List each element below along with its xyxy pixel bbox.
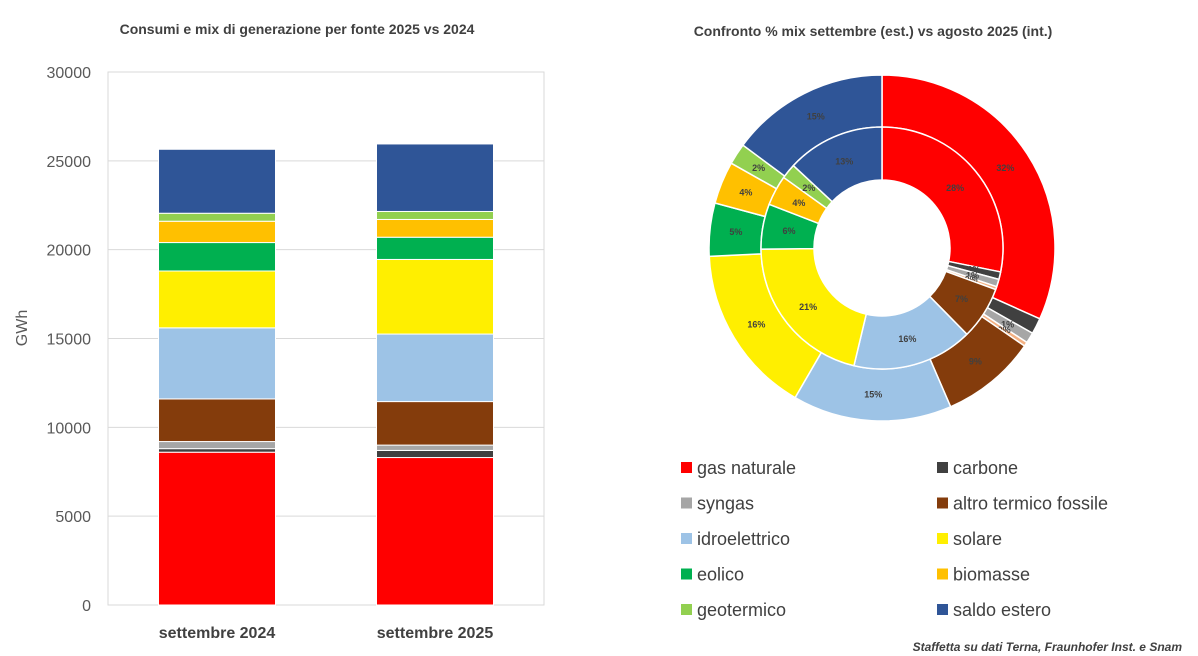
donut-percent-label: 5% [729,227,742,237]
bar-segment-carbone [376,449,494,459]
donut-percent-label: 15% [807,112,825,122]
legend-label-altro-termico-fossile: altro termico fossile [953,494,1108,514]
donut-percent-label: 9% [969,357,982,367]
bar-segment-solare [158,270,276,329]
legend: gas naturale carbone syngas altro termico f… [681,458,1108,620]
donut-percent-label: 16% [747,319,765,329]
donut-percent-label: 16% [898,334,916,344]
donut-percent-label: 1% [966,270,979,280]
legend-label-geotermico: geotermico [697,600,786,620]
bar-segment-eolico [158,242,276,272]
bar-segment-carbone [158,448,276,453]
legend-label-carbone: carbone [953,458,1018,478]
donut-percent-label: 0% [965,274,978,284]
bar-segment-biomasse [158,220,276,244]
legend-label-syngas: syngas [697,494,754,514]
donut-percent-label: 1% [1001,319,1014,329]
bar-segment-saldo-estero [158,148,276,214]
legend-swatch-syngas [681,497,692,509]
donut-percent-label: 28% [946,183,964,193]
legend-swatch-carbone [937,462,948,473]
legend-swatch-geotermico [681,604,692,615]
bar-segment-gas-naturale [158,451,276,606]
donut-percent-label: 4% [739,187,752,197]
legend-label-solare: solare [953,529,1002,549]
y-tick-label: 0 [82,598,91,615]
bar-segment-syngas [376,444,494,451]
legend-label-idroelettrico: idroelettrico [697,529,790,549]
y-tick-label: 30000 [47,65,92,82]
bar-segment-gas-naturale [376,457,494,606]
bar-chart: Consumi e mix di generazione per fonte 2… [14,21,545,642]
bar-category-labels: settembre 2024 settembre 2025 [159,625,494,642]
legend-swatch-saldo-estero [937,604,948,615]
bar-segment-altro-termico-fossile [376,401,494,446]
bar-y-tick-labels: 0 5000 10000 15000 20000 25000 30000 [47,65,92,615]
legend-label-biomasse: biomasse [953,565,1030,585]
legend-swatch-altro-termico-fossile [937,497,948,509]
legend-label-gas-naturale: gas naturale [697,458,796,478]
source-note: Staffetta su dati Terna, Fraunhofer Inst… [913,640,1183,654]
legend-swatch-biomasse [937,568,948,580]
donut-percent-label: 13% [835,156,853,166]
donut-inner-slice-gas-naturale [881,126,1004,273]
donut-percent-label: 0% [998,325,1011,335]
x-category-label: settembre 2025 [377,625,494,642]
donut-percent-label: 21% [799,302,817,312]
y-tick-label: 5000 [55,509,91,526]
bar-segment-saldo-estero [376,143,494,212]
legend-swatch-eolico [681,568,692,580]
bar-segment-altro-termico-fossile [158,398,276,443]
bar-segment-geotermico [376,210,494,220]
bar-segment-biomasse [376,218,494,238]
donut-percent-label: 2% [752,163,765,173]
y-tick-label: 20000 [47,243,92,260]
donut-percent-label: 2% [802,183,815,193]
bar-segment-idroelettrico [158,327,276,400]
bar-segment-solare [376,258,494,335]
donut-percent-label: 1% [967,265,980,275]
donut-percent-label: 4% [792,198,805,208]
donut-percent-label: 15% [864,390,882,400]
y-tick-label: 10000 [47,420,92,437]
y-tick-label: 25000 [47,154,92,171]
donut-percent-label: 7% [955,294,968,304]
legend-label-saldo-estero: saldo estero [953,600,1051,620]
donut-percent-label: 6% [783,226,796,236]
donut-percent-label: 32% [996,163,1014,173]
x-category-label: settembre 2024 [159,625,276,642]
donut-chart: Confronto % mix settembre (est.) vs agos… [694,23,1056,422]
bar-chart-title: Consumi e mix di generazione per fonte 2… [120,21,475,37]
donut-chart-title: Confronto % mix settembre (est.) vs agos… [694,23,1053,39]
bar-segment-eolico [376,236,494,260]
bar-segment-syngas [158,441,276,450]
bar-stacks [158,143,494,606]
bar-y-axis-label: GWh [14,310,31,346]
donut-rings: 32%1%0%9%15%16%5%4%2%15%28%1%1%0%7%16%21… [708,74,1056,422]
legend-swatch-idroelettrico [681,533,692,544]
legend-swatch-solare [937,533,948,544]
bar-segment-geotermico [158,212,276,222]
legend-swatch-gas-naturale [681,462,692,473]
legend-label-eolico: eolico [697,565,744,585]
donut-inner-slice-saldo-estero [792,126,883,203]
bar-segment-idroelettrico [376,333,494,403]
y-tick-label: 15000 [47,332,92,349]
